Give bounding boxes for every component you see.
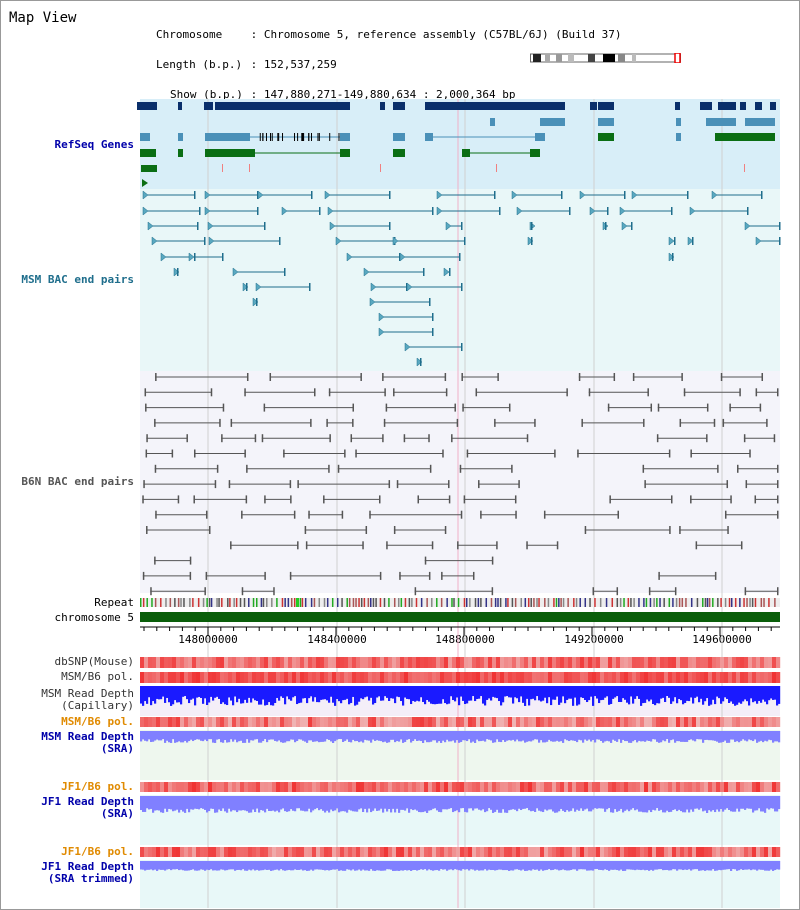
jf1-depth-sra-line2: (SRA) xyxy=(100,807,134,820)
page-title: Map View xyxy=(9,10,77,26)
jf1-depth-sra-line1: JF1 Read Depth xyxy=(41,795,134,808)
track-label-jf1-depth-sra: JF1 Read Depth (SRA) xyxy=(41,796,134,820)
track-label-jf1-depth-trim: JF1 Read Depth (SRA trimmed) xyxy=(41,861,134,885)
jf1-depth-trim-line1: JF1 Read Depth xyxy=(41,860,134,873)
msm-depth-sra-line1: MSM Read Depth xyxy=(41,730,134,743)
coverage-label: Read coverage check span xyxy=(148,118,307,131)
jf1-depth-trim-line2: (SRA trimmed) xyxy=(47,872,134,885)
chromosome-ideogram[interactable] xyxy=(530,53,682,63)
track-label-dbsnp: dbSNP(Mouse) xyxy=(54,655,134,668)
track-label-repeat: Repeat xyxy=(94,596,134,609)
track-label-jf1-b6-pol-1: JF1/B6 pol. xyxy=(61,780,134,793)
coverage-value: 10,000 xyxy=(326,118,367,131)
length-value: 152,537,259 xyxy=(263,58,337,71)
track-label-msm-bac[interactable]: MSM BAC end pairs xyxy=(21,273,134,286)
track-label-msm-depth-sra: MSM Read Depth (SRA) xyxy=(41,731,134,755)
axis-tick-label: 148400000 xyxy=(307,633,367,646)
track-label-jf1-b6-pol-2: JF1/B6 pol. xyxy=(61,845,134,858)
length-label: Length (b.p.) xyxy=(156,58,243,71)
msm-depth-cap-line1: MSM Read Depth xyxy=(41,687,134,700)
track-label-msm-depth-cap: MSM Read Depth (Capillary) xyxy=(41,688,134,712)
chromosome-value: Chromosome 5, reference assembly (C57BL/… xyxy=(263,28,622,41)
region-info: Chromosome : Chromosome 5, reference ass… xyxy=(148,28,622,131)
axis-tick-label: 149200000 xyxy=(564,633,624,646)
chromosome-label: Chromosome xyxy=(156,28,223,41)
axis-tick-label: 148800000 xyxy=(435,633,495,646)
track-label-chromosome: chromosome 5 xyxy=(54,611,134,624)
track-label-msm-b6-pol-1: MSM/B6 pol. xyxy=(61,670,134,683)
show-label: Show (b.p.) xyxy=(170,88,243,101)
axis-tick-label: 149600000 xyxy=(692,633,752,646)
show-value: 147,880,271-149,880,634 : 2,000,364 bp xyxy=(263,88,516,101)
msm-depth-cap-line2: (Capillary) xyxy=(61,699,134,712)
track-label-msm-b6-pol-2: MSM/B6 pol. xyxy=(61,715,134,728)
axis-tick-label: 148000000 xyxy=(178,633,238,646)
track-label-refseq[interactable]: RefSeq Genes xyxy=(54,138,134,151)
track-label-b6n-bac[interactable]: B6N BAC end pairs xyxy=(21,475,134,488)
msm-depth-sra-line2: (SRA) xyxy=(100,742,134,755)
